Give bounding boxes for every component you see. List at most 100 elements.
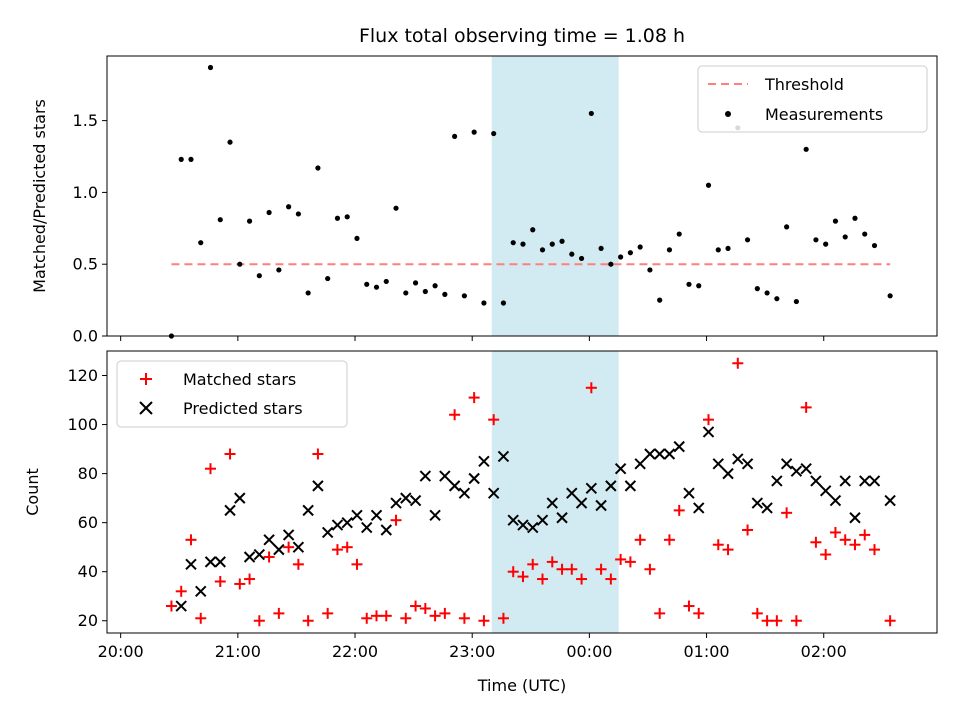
measurement-point bbox=[442, 291, 448, 297]
measurement-point bbox=[887, 293, 893, 299]
matched-star-point bbox=[576, 573, 588, 585]
measurement-point bbox=[286, 204, 292, 210]
predicted-star-point bbox=[614, 462, 627, 475]
matched-star-point bbox=[742, 524, 754, 536]
predicted-star-point bbox=[741, 458, 754, 470]
predicted-star-point bbox=[849, 512, 861, 524]
matched-star-point bbox=[859, 529, 871, 541]
predicted-star-point bbox=[204, 556, 217, 568]
top-legend-box bbox=[697, 65, 928, 133]
predicted-star-point bbox=[653, 448, 666, 460]
measurement-point bbox=[686, 281, 692, 287]
matched-star-point bbox=[556, 563, 568, 575]
measurement-point bbox=[578, 255, 585, 262]
matched-star-point bbox=[820, 549, 832, 561]
matched-star-point bbox=[331, 544, 343, 556]
predicted-star-point bbox=[819, 485, 832, 497]
legend-threshold-label: Threshold bbox=[764, 75, 844, 94]
matched-star-point bbox=[663, 534, 675, 546]
bottom-y-tick-label: 100 bbox=[67, 415, 98, 434]
predicted-star-point bbox=[419, 470, 432, 482]
measurement-point bbox=[393, 205, 399, 211]
predicted-star-point bbox=[253, 548, 266, 561]
measurement-point bbox=[530, 227, 536, 233]
measurement-point bbox=[608, 261, 614, 267]
measurement-point bbox=[637, 244, 643, 250]
predicted-star-point bbox=[331, 519, 344, 531]
measurement-point bbox=[676, 231, 682, 237]
matched-star-point bbox=[497, 612, 509, 624]
predicted-star-point bbox=[214, 556, 226, 568]
measurement-point bbox=[422, 288, 428, 295]
measurement-point bbox=[207, 64, 214, 71]
matched-star-point bbox=[165, 600, 177, 612]
matched-star-point bbox=[839, 534, 851, 546]
matched-star-point bbox=[283, 541, 295, 553]
legend-measurements-swatch bbox=[725, 111, 731, 117]
matched-star-point bbox=[507, 566, 519, 578]
predicted-star-point bbox=[292, 541, 305, 553]
measurement-point bbox=[627, 250, 633, 256]
bottom-y-tick-label: 40 bbox=[78, 562, 98, 581]
matched-star-point bbox=[302, 615, 314, 627]
top-y-axis: 0.0 0.5 1.0 1.5 bbox=[73, 111, 107, 346]
predicted-star-point bbox=[478, 455, 490, 468]
matched-star-point bbox=[185, 534, 197, 546]
top-y-tick-label: 0.0 bbox=[73, 327, 98, 346]
matched-star-point bbox=[488, 414, 500, 426]
predicted-star-point bbox=[400, 492, 412, 504]
matched-star-point bbox=[605, 573, 617, 585]
matched-star-point bbox=[703, 414, 715, 426]
measurement-point bbox=[364, 281, 370, 287]
matched-star-points bbox=[165, 357, 896, 627]
matched-star-point bbox=[761, 615, 773, 627]
matched-star-point bbox=[361, 612, 373, 624]
predicted-star-point bbox=[361, 521, 373, 534]
predicted-star-point bbox=[234, 492, 246, 504]
legend-measurements-label: Measurements bbox=[765, 105, 883, 124]
predicted-star-point bbox=[585, 482, 598, 495]
measurement-point bbox=[325, 275, 331, 282]
measurement-point bbox=[569, 251, 575, 257]
matched-star-point bbox=[771, 615, 783, 627]
predicted-star-point bbox=[409, 494, 422, 507]
measurement-point bbox=[705, 182, 712, 188]
predicted-star-point bbox=[566, 487, 578, 499]
measurement-point bbox=[725, 245, 731, 252]
predicted-star-point bbox=[302, 504, 314, 517]
matched-star-point bbox=[693, 607, 705, 619]
top-y-axis-label: Matched/Predicted stars bbox=[30, 99, 49, 293]
matched-star-point bbox=[175, 585, 187, 597]
predicted-star-point bbox=[312, 480, 324, 492]
matched-star-point bbox=[205, 463, 217, 475]
measurement-point bbox=[588, 110, 594, 117]
predicted-star-point bbox=[693, 502, 705, 514]
matched-star-point bbox=[322, 607, 334, 619]
predicted-star-point bbox=[634, 458, 646, 470]
top-y-tick-label: 1.5 bbox=[73, 111, 98, 130]
predicted-star-point bbox=[536, 514, 549, 526]
predicted-star-point bbox=[282, 529, 295, 541]
predicted-star-point bbox=[546, 497, 558, 509]
measurement-point bbox=[871, 242, 878, 249]
predicted-star-point bbox=[370, 509, 383, 522]
predicted-star-point bbox=[751, 497, 764, 509]
measurement-point bbox=[852, 215, 858, 221]
matched-star-point bbox=[869, 544, 881, 556]
matched-star-point bbox=[478, 615, 490, 627]
matched-star-point bbox=[224, 448, 236, 460]
matched-star-point bbox=[410, 600, 422, 612]
measurement-point bbox=[774, 296, 780, 302]
predicted-star-point bbox=[800, 462, 812, 475]
predicted-star-point bbox=[868, 475, 881, 487]
predicted-star-point bbox=[605, 480, 617, 492]
bottom-x-tick-label: 01:00 bbox=[683, 642, 729, 661]
measurement-point bbox=[334, 215, 341, 221]
matched-star-point bbox=[654, 607, 666, 619]
measurement-point bbox=[237, 261, 243, 267]
matched-star-point bbox=[546, 556, 558, 568]
predicted-star-point bbox=[732, 453, 744, 465]
measurement-point bbox=[744, 237, 751, 243]
matched-star-point bbox=[712, 539, 724, 551]
measurement-point bbox=[823, 241, 829, 247]
